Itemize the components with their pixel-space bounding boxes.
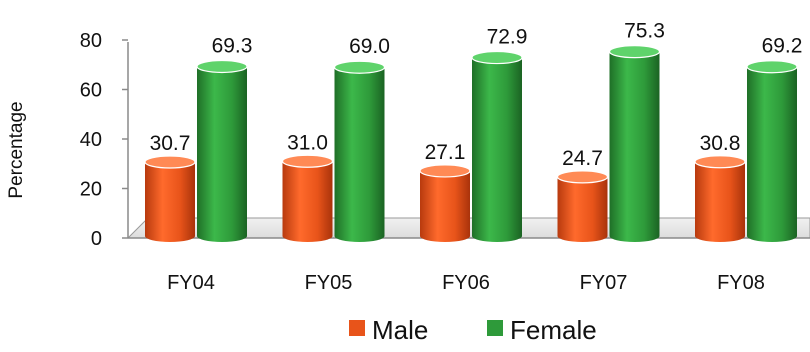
data-label-female-fy07: 75.3 <box>624 20 665 43</box>
legend-swatch-male <box>349 320 365 336</box>
data-label-male-fy08: 30.8 <box>700 132 741 155</box>
bar-male-fy08 <box>694 155 746 242</box>
data-label-male-fy04: 30.7 <box>150 132 191 155</box>
data-label-male-fy07: 24.7 <box>562 147 603 170</box>
data-label-female-fy04: 69.3 <box>212 34 253 57</box>
x-tick-label: FY07 <box>580 272 628 294</box>
bar-female-fy05 <box>333 60 386 243</box>
legend-swatch-female <box>487 320 503 336</box>
bar-male-fy04 <box>144 155 196 242</box>
bar-male-fy07 <box>556 170 609 243</box>
x-tick-label: FY08 <box>717 272 765 294</box>
y-axis-label: Percentage <box>6 101 27 198</box>
y-tick-label: 20 <box>80 179 102 201</box>
bar-female-fy06 <box>471 50 523 243</box>
x-ticks: FY04 FY05 FY06 FY07 FY08 <box>167 272 765 294</box>
y-tick-label: 60 <box>80 80 102 102</box>
legend-label-male: Male <box>372 315 428 345</box>
y-tick-label: 80 <box>80 30 102 52</box>
x-tick-label: FY04 <box>167 272 215 294</box>
legend-label-female: Female <box>510 315 597 345</box>
data-label-female-fy08: 69.2 <box>762 35 803 58</box>
bar-female-fy08 <box>746 60 798 242</box>
bar-female-fy04 <box>196 59 248 242</box>
data-label-female-fy05: 69.0 <box>349 35 390 58</box>
data-label-female-fy06: 72.9 <box>487 26 528 49</box>
y-tick-label: 0 <box>91 228 102 250</box>
y-tick-label: 40 <box>80 129 102 151</box>
legend: Male Female <box>349 315 597 345</box>
bar-male-fy05 <box>281 154 334 242</box>
x-tick-label: FY06 <box>442 272 490 294</box>
bar-male-fy06 <box>419 164 471 242</box>
data-label-male-fy06: 27.1 <box>425 141 466 164</box>
data-label-male-fy05: 31.0 <box>287 131 328 154</box>
bars: 30.7 69.3 31.0 69.0 27.1 72.9 24.7 75.3 30.8 69.2 <box>144 20 803 243</box>
y-ticks: 0 20 40 60 80 <box>80 30 128 250</box>
x-tick-label: FY05 <box>305 272 353 294</box>
bar-female-fy07 <box>608 45 661 243</box>
